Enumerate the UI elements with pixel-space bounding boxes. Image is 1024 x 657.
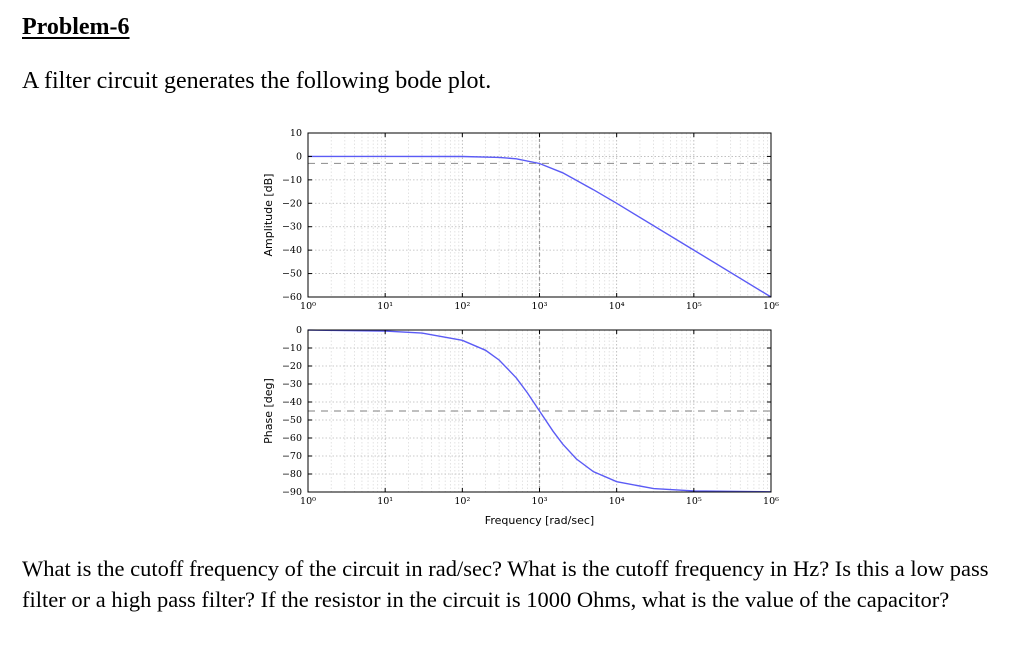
y-tick-label: −40: [282, 245, 302, 256]
x-tick-label: 10⁴: [609, 496, 625, 507]
y-tick-label: −50: [282, 269, 302, 280]
x-tick-label: 10⁰: [300, 301, 316, 312]
y-tick-label: −20: [282, 198, 302, 209]
y-tick-label: −30: [282, 222, 302, 233]
y-tick-label: −50: [282, 415, 302, 426]
y-axis-label: Phase [deg]: [262, 378, 275, 444]
y-tick-label: 10: [290, 128, 302, 139]
x-tick-label: 10⁵: [686, 496, 702, 507]
y-tick-label: −10: [282, 175, 302, 186]
x-tick-label: 10⁶: [763, 496, 779, 507]
y-tick-label: −70: [282, 451, 302, 462]
x-tick-label: 10⁵: [686, 301, 702, 312]
problem-title: Problem-6: [22, 14, 130, 40]
y-axis-label: Amplitude [dB]: [262, 174, 275, 257]
x-tick-label: 10¹: [377, 301, 393, 312]
y-tick-label: 0: [296, 151, 302, 162]
y-tick-label: −90: [282, 487, 302, 498]
y-tick-label: −60: [282, 292, 302, 303]
x-tick-label: 10²: [454, 496, 470, 507]
x-tick-label: 10¹: [377, 496, 393, 507]
y-tick-label: −10: [282, 343, 302, 354]
x-axis-label: Frequency [rad/sec]: [485, 514, 594, 527]
x-tick-label: 10³: [532, 496, 548, 507]
y-tick-label: −80: [282, 469, 302, 480]
x-tick-label: 10⁶: [763, 301, 779, 312]
y-tick-label: −30: [282, 379, 302, 390]
series-line: [307, 329, 772, 493]
y-tick-label: −20: [282, 361, 302, 372]
y-tick-label: −40: [282, 397, 302, 408]
y-tick-label: −60: [282, 433, 302, 444]
x-tick-label: 10⁰: [300, 496, 316, 507]
x-tick-label: 10³: [532, 301, 548, 312]
question-text: What is the cutoff frequency of the circ…: [22, 556, 989, 612]
intro-text: A filter circuit generates the following…: [22, 68, 492, 94]
x-tick-label: 10⁴: [609, 301, 625, 312]
series-line: [308, 155, 772, 298]
x-tick-label: 10²: [454, 301, 470, 312]
y-tick-label: 0: [296, 325, 302, 336]
